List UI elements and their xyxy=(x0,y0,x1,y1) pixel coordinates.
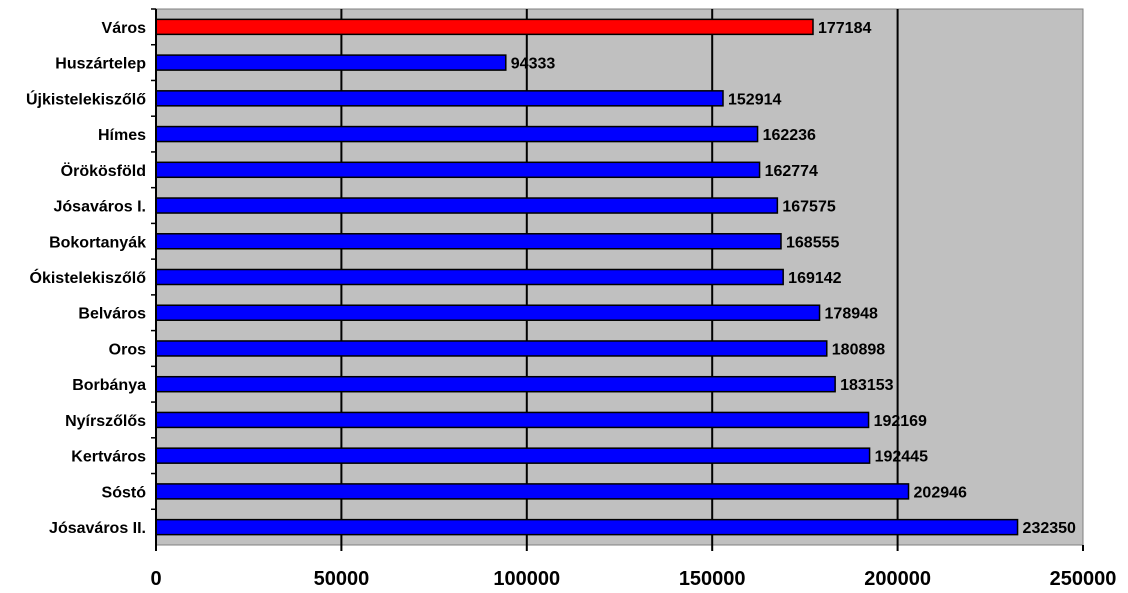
x-tick-label: 150000 xyxy=(679,568,746,590)
value-labels: 177184 94333 152914 162236 162774 167575 16855… xyxy=(511,20,1076,537)
bar xyxy=(155,447,871,464)
data-label: 177184 xyxy=(818,20,871,37)
bar xyxy=(155,18,814,36)
category-label: Belváros xyxy=(78,306,146,323)
x-tick-label: 50000 xyxy=(314,568,370,590)
bar xyxy=(155,90,724,107)
x-tick-label: 200000 xyxy=(864,568,931,590)
category-label: Hímes xyxy=(98,127,146,144)
bar xyxy=(155,411,870,429)
data-label: 178948 xyxy=(825,306,878,323)
category-label: Jósaváros I. xyxy=(54,199,147,216)
data-label: 162774 xyxy=(765,163,818,180)
category-label: Nyírszőlős xyxy=(65,413,146,430)
bar xyxy=(155,125,759,143)
category-labels: Város Huszártelep Újkistelekiszőlő Hímes Örö… xyxy=(26,8,156,537)
bar xyxy=(155,375,836,393)
bar xyxy=(155,268,784,286)
bar xyxy=(155,483,910,500)
category-label: Bokortanyák xyxy=(49,234,146,251)
x-axis-tick-labels: 0 50000 100000 150000 200000 250000 xyxy=(150,568,1116,590)
data-label: 162236 xyxy=(763,127,816,144)
data-label: 192169 xyxy=(874,413,927,430)
data-label: 183153 xyxy=(840,377,893,394)
data-label: 192445 xyxy=(875,449,928,466)
data-label: 167575 xyxy=(782,199,835,216)
category-label: Város xyxy=(102,20,147,37)
category-label: Kertváros xyxy=(71,449,146,466)
data-label: 202946 xyxy=(914,484,967,501)
category-label: Ókistelekiszőlő xyxy=(30,268,147,287)
category-label: Örökösföld xyxy=(61,161,146,180)
bar xyxy=(155,233,782,250)
bar xyxy=(155,197,779,214)
category-label: Borbánya xyxy=(72,377,146,394)
category-label: Újkistelekiszőlő xyxy=(26,89,146,108)
data-label: 168555 xyxy=(786,234,839,251)
bar xyxy=(155,304,821,321)
data-label: 232350 xyxy=(1023,520,1076,537)
bar xyxy=(155,518,1019,536)
x-tick-label: 100000 xyxy=(493,568,560,590)
bar xyxy=(155,161,761,179)
category-label: Huszártelep xyxy=(55,56,146,73)
x-tick-label: 250000 xyxy=(1050,568,1117,590)
category-label: Oros xyxy=(109,341,146,358)
data-label: 152914 xyxy=(728,91,781,108)
x-tick-label: 0 xyxy=(150,568,161,590)
bars xyxy=(155,18,1019,536)
data-label: 169142 xyxy=(788,270,841,287)
data-label: 94333 xyxy=(511,56,556,73)
bar xyxy=(155,340,828,357)
data-label: 180898 xyxy=(832,341,885,358)
bar xyxy=(155,54,507,71)
category-label: Jósaváros II. xyxy=(49,520,146,537)
category-label: Sóstó xyxy=(102,484,147,501)
